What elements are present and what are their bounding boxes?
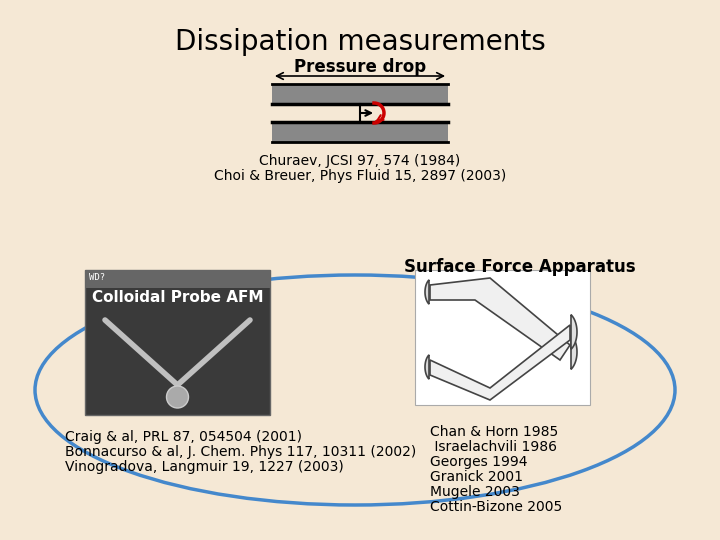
Circle shape (166, 386, 189, 408)
Text: Chan & Horn 1985: Chan & Horn 1985 (430, 425, 558, 439)
Text: Craig & al, PRL 87, 054504 (2001): Craig & al, PRL 87, 054504 (2001) (65, 430, 302, 444)
Text: Surface Force Apparatus: Surface Force Apparatus (404, 258, 636, 276)
Text: Granick 2001: Granick 2001 (430, 470, 523, 484)
Text: Georges 1994: Georges 1994 (430, 455, 528, 469)
Bar (415, 270, 590, 405)
Bar (85, 270, 270, 415)
Polygon shape (425, 280, 429, 304)
Bar (272, 84, 448, 104)
Text: Vinogradova, Langmuir 19, 1227 (2003): Vinogradova, Langmuir 19, 1227 (2003) (65, 460, 343, 474)
Polygon shape (430, 325, 570, 400)
Bar (272, 122, 448, 142)
Text: Churaev, JCSI 97, 574 (1984): Churaev, JCSI 97, 574 (1984) (259, 154, 461, 168)
Text: Pressure drop: Pressure drop (294, 58, 426, 76)
Polygon shape (571, 335, 577, 369)
Text: Choi & Breuer, Phys Fluid 15, 2897 (2003): Choi & Breuer, Phys Fluid 15, 2897 (2003… (214, 169, 506, 183)
Polygon shape (430, 278, 570, 360)
Text: Israelachvili 1986: Israelachvili 1986 (430, 440, 557, 454)
Text: Colloidal Probe AFM: Colloidal Probe AFM (91, 290, 264, 305)
Text: WD?: WD? (89, 273, 105, 282)
Polygon shape (571, 315, 577, 349)
Text: Dissipation measurements: Dissipation measurements (175, 28, 545, 56)
Text: Mugele 2003: Mugele 2003 (430, 485, 520, 499)
Text: Cottin-Bizone 2005: Cottin-Bizone 2005 (430, 500, 562, 514)
Polygon shape (425, 355, 429, 379)
Text: Bonnacurso & al, J. Chem. Phys 117, 10311 (2002): Bonnacurso & al, J. Chem. Phys 117, 1031… (65, 445, 416, 459)
Bar (85, 270, 270, 288)
